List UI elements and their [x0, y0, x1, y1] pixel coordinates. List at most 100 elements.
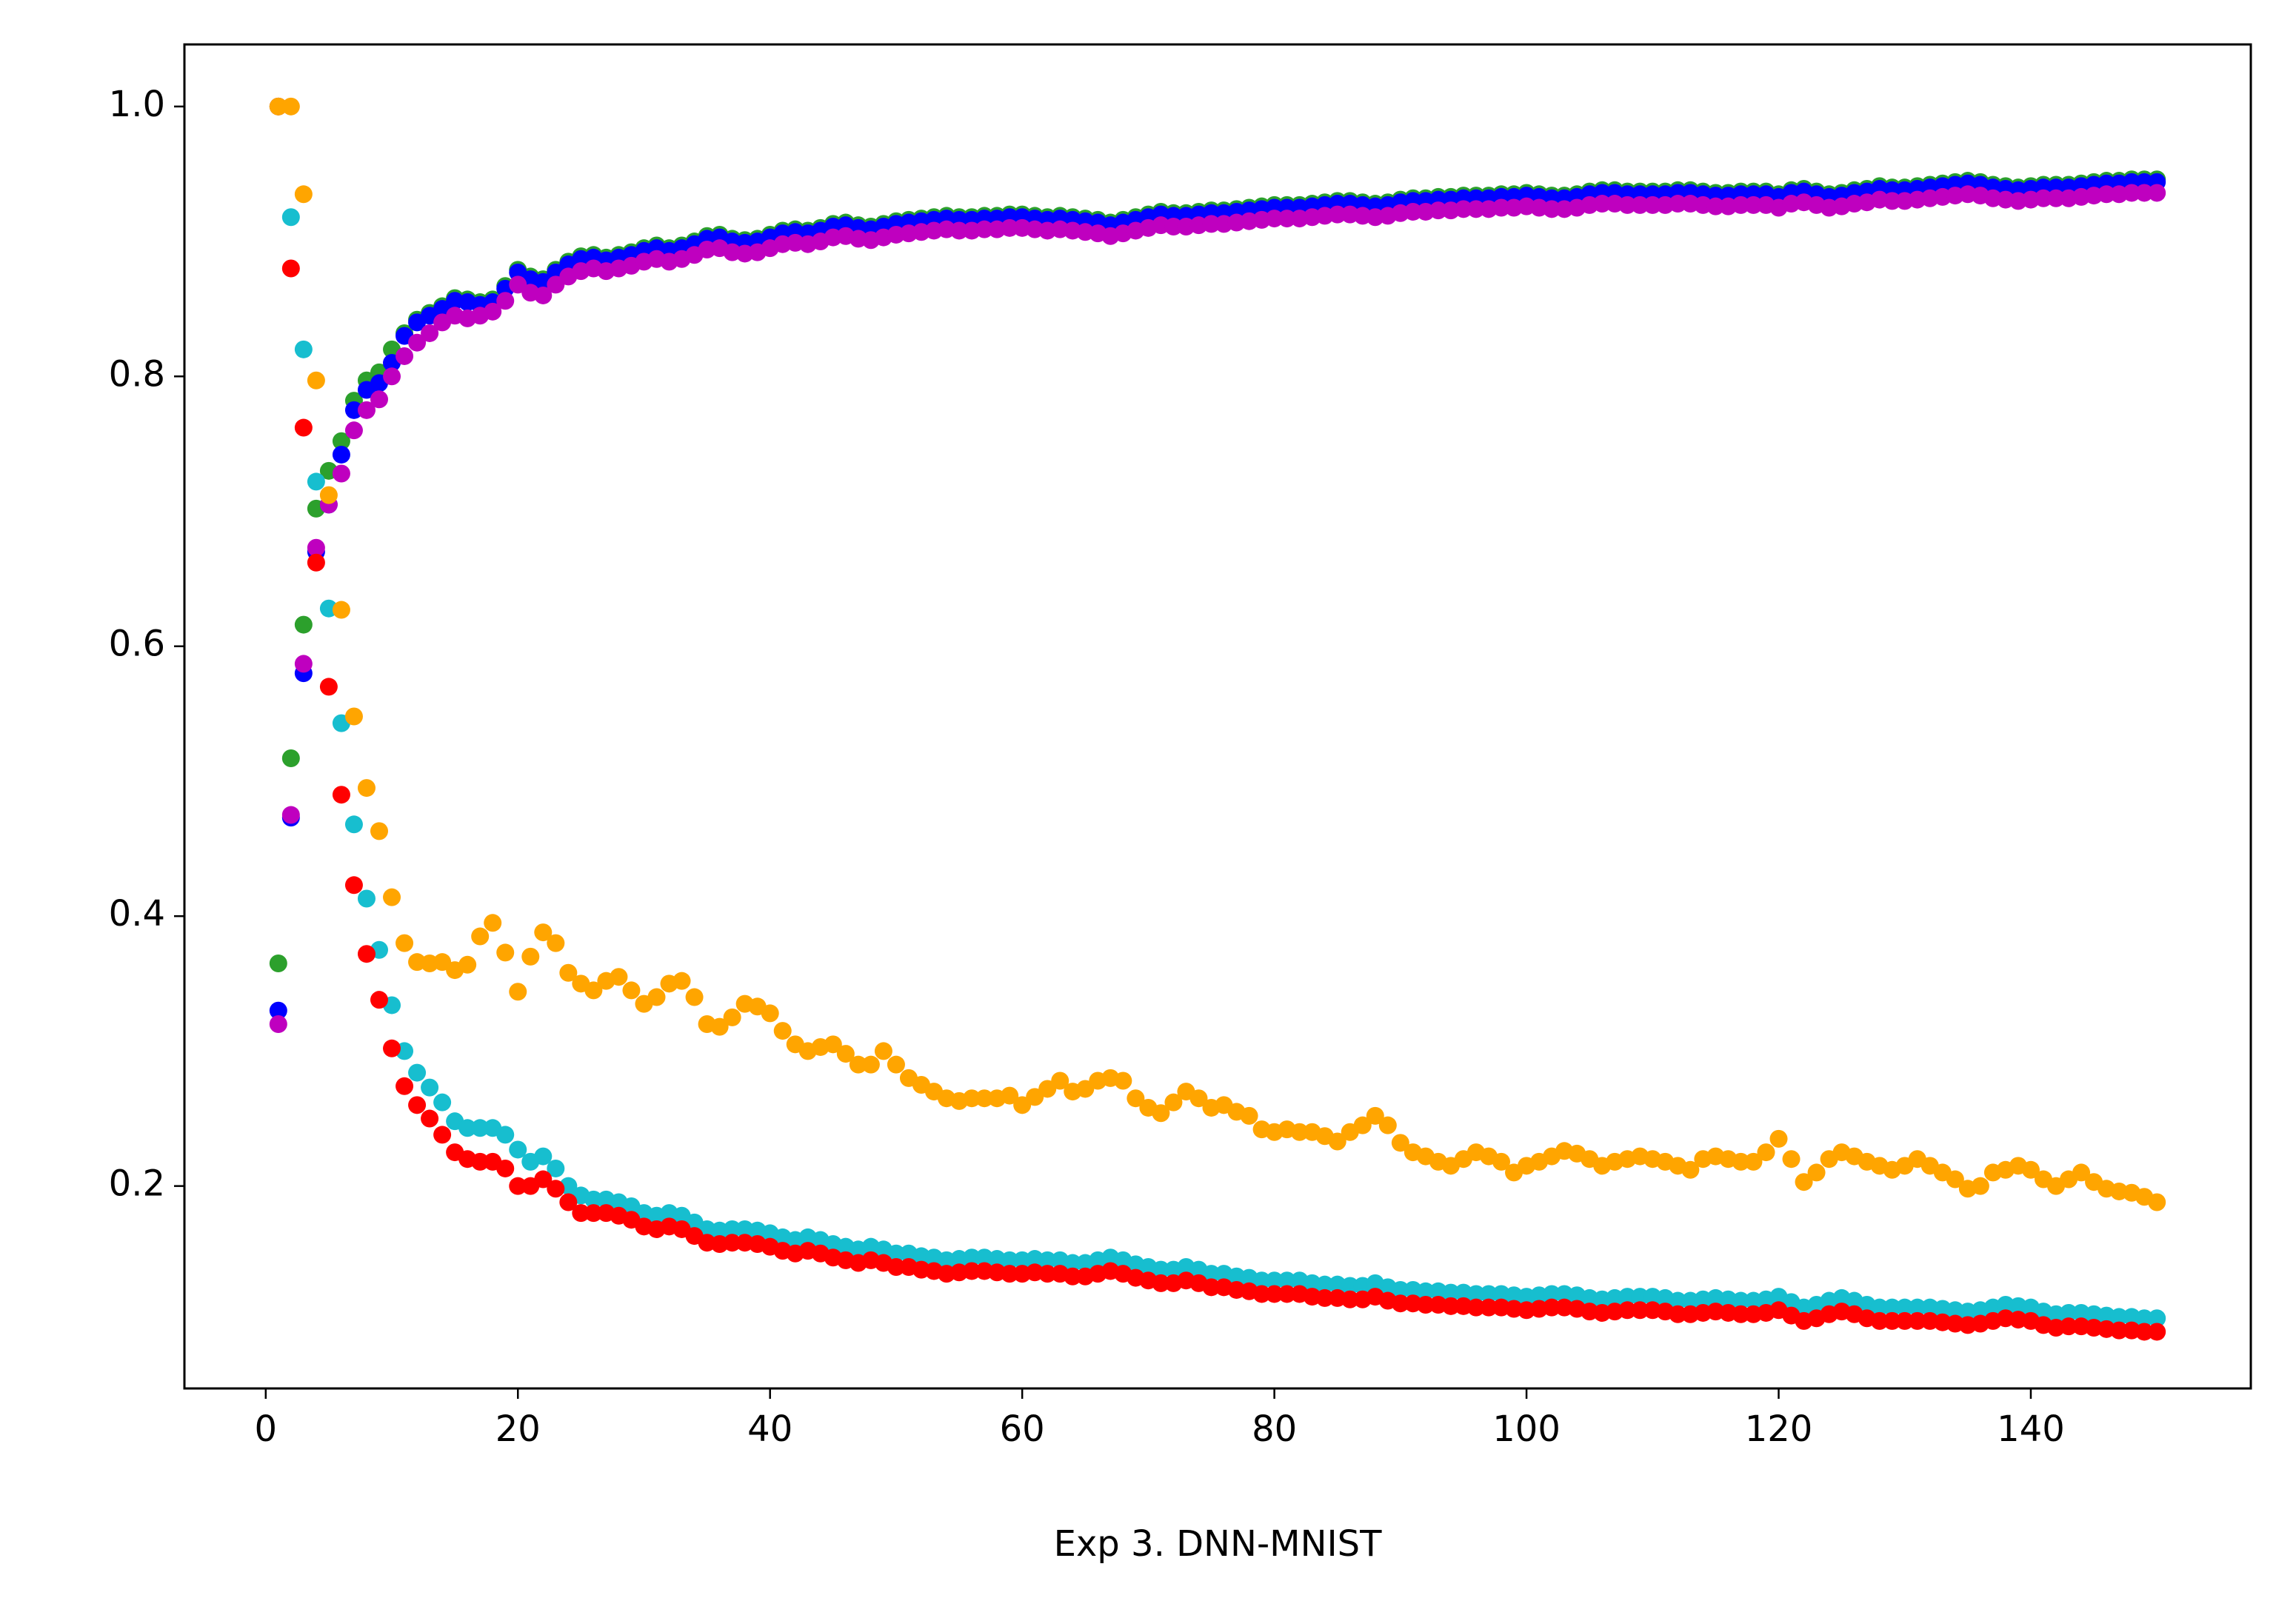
scatter-point [281, 749, 300, 767]
scatter-point [1870, 1311, 1889, 1330]
scatter-point [1265, 1271, 1284, 1290]
scatter-point [1076, 1080, 1095, 1098]
scatter-point [1479, 1298, 1498, 1317]
scatter-point [357, 889, 376, 908]
scatter-point [1315, 1288, 1334, 1307]
scatter-point [458, 1119, 477, 1137]
scatter-point [357, 401, 376, 419]
scatter-point [421, 1109, 439, 1128]
scatter-point [281, 259, 300, 278]
scatter-point [1492, 198, 1511, 217]
scatter-point [547, 934, 565, 952]
y-tick-label: 0.4 [109, 893, 165, 935]
scatter-point [496, 292, 515, 310]
scatter-point [1946, 1170, 1964, 1189]
scatter-point [849, 1055, 867, 1074]
scatter-point [1114, 1072, 1132, 1090]
scatter-point [484, 302, 502, 321]
scatter-point [1454, 200, 1472, 218]
scatter-point [1732, 1152, 1750, 1171]
scatter-point [496, 1126, 515, 1144]
scatter-point [1391, 1294, 1409, 1313]
scatter-point [421, 324, 439, 342]
scatter-point [2021, 1160, 2040, 1179]
scatter-point [861, 1055, 880, 1074]
scatter-point [559, 963, 578, 982]
scatter-point [484, 914, 502, 932]
scatter-point [1278, 1271, 1296, 1290]
scatter-point [673, 972, 691, 990]
scatter-point [521, 947, 540, 966]
scatter-point [1202, 1278, 1221, 1297]
scatter-point [950, 221, 969, 240]
scatter-point [1883, 192, 1901, 210]
scatter-point [1152, 1104, 1170, 1123]
scatter-point [281, 806, 300, 824]
scatter-point [723, 1220, 741, 1238]
scatter-point [1404, 202, 1422, 221]
scatter-point [1252, 1271, 1271, 1290]
scatter-point [1202, 1265, 1221, 1283]
scatter-point [1328, 205, 1346, 224]
scatter-point [2110, 1321, 2129, 1340]
scatter-point [294, 185, 313, 204]
scatter-point [2135, 1323, 2154, 1341]
x-tick-label: 40 [747, 1408, 792, 1450]
scatter-point [471, 927, 490, 946]
scatter-point [1631, 195, 1649, 214]
scatter-point [1278, 210, 1296, 228]
x-tick-label: 80 [1252, 1408, 1297, 1450]
scatter-point [1353, 1116, 1372, 1134]
scatter-point [1631, 1288, 1649, 1306]
scatter-point [1202, 215, 1221, 233]
scatter-point [408, 1096, 427, 1114]
scatter-point [269, 1001, 287, 1020]
scatter-point [887, 1055, 905, 1074]
scatter-point [319, 486, 338, 504]
scatter-point [1026, 1088, 1044, 1106]
scatter-point [471, 1119, 490, 1137]
scatter-point [1479, 1285, 1498, 1303]
scatter-point [307, 371, 325, 390]
scatter-point [332, 445, 350, 464]
scatter-point [824, 1035, 842, 1054]
scatter-point [1429, 201, 1447, 220]
scatter-point [1013, 1096, 1032, 1114]
scatter-point [1001, 218, 1019, 237]
scatter-point [1643, 195, 1662, 214]
scatter-point [1290, 1123, 1309, 1141]
scatter-point [408, 333, 427, 352]
scatter-point [1795, 1173, 1813, 1191]
scatter-point [383, 1039, 401, 1057]
scatter-point [2148, 184, 2166, 202]
scatter-point [269, 954, 287, 972]
scatter-point [2060, 1317, 2078, 1336]
scatter-point [647, 988, 666, 1006]
scatter-point [1001, 1265, 1019, 1283]
scatter-point [1164, 218, 1183, 236]
scatter-point [1416, 1282, 1435, 1300]
scatter-point [723, 1008, 741, 1026]
scatter-point [963, 1248, 981, 1267]
scatter-point [1466, 200, 1485, 218]
x-tick-label: 20 [495, 1408, 541, 1450]
scatter-point [396, 1077, 414, 1095]
scatter-point [1769, 1129, 1788, 1148]
scatter-point [281, 208, 300, 227]
scatter-point [1895, 1298, 1914, 1317]
scatter-point [1466, 1298, 1485, 1317]
scatter-point [1908, 1311, 1926, 1330]
scatter-point [344, 401, 363, 419]
scatter-point [344, 815, 363, 834]
scatter-point [1706, 197, 1725, 215]
scatter-point [887, 1244, 905, 1263]
scatter-point [319, 678, 338, 696]
scatter-point [559, 1193, 578, 1211]
scatter-point [294, 340, 313, 358]
scatter-point [1908, 1298, 1926, 1317]
scatter-point [1416, 1296, 1435, 1314]
scatter-point [2034, 189, 2052, 207]
scatter-point [396, 934, 414, 952]
x-tick-label: 120 [1745, 1408, 1813, 1450]
scatter-point [1732, 1291, 1750, 1310]
